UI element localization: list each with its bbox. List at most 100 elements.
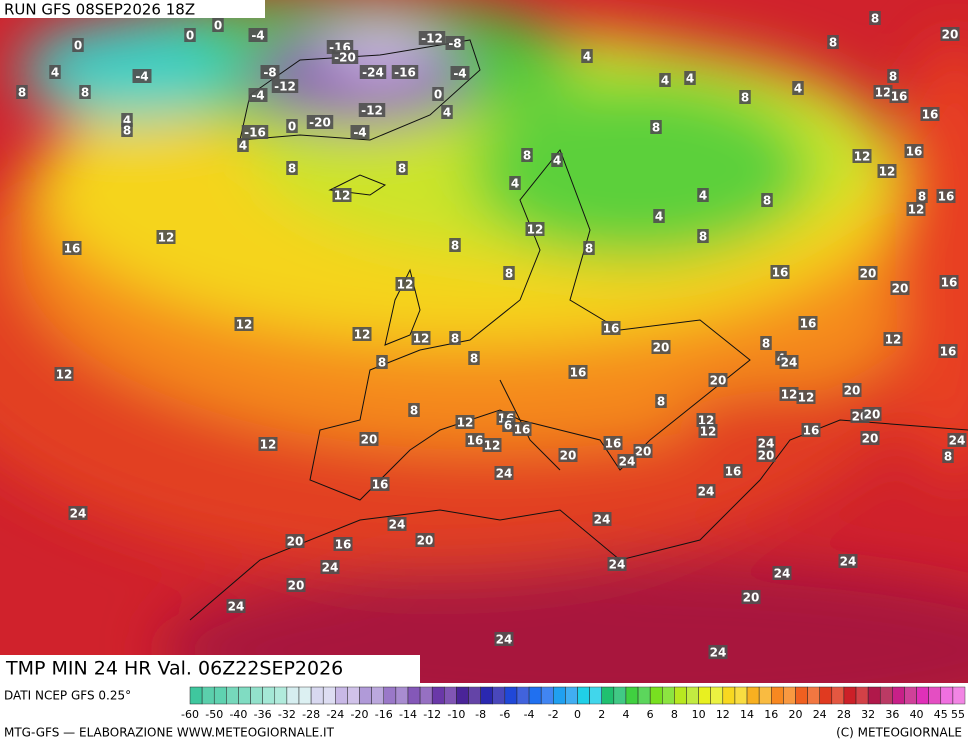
label-box [482, 438, 502, 452]
map-title: TMP MIN 24 HR Val. 06Z22SEP2026 [5, 658, 343, 680]
temperature-label: 12 [798, 391, 815, 405]
colorbar-tick-label: -2 [548, 708, 559, 721]
temperature-label: 12 [781, 388, 798, 402]
temperature-label: 20 [860, 267, 877, 281]
temperature-label: 20 [417, 534, 434, 548]
temperature-label: 4 [553, 154, 561, 168]
label-box [603, 436, 623, 450]
colorbar-tick-label: -28 [302, 708, 320, 721]
label-box [798, 316, 818, 330]
label-box [904, 144, 924, 158]
colorbar-tick-label: 8 [671, 708, 678, 721]
colorbar-half [637, 686, 651, 705]
colorbar-half [855, 686, 869, 705]
label-box [286, 161, 298, 175]
temperature-label: 8 [699, 230, 707, 244]
colorbar-half [528, 686, 542, 705]
temperature-label: -16 [244, 126, 266, 140]
colorbar-half [940, 686, 954, 705]
label-box [568, 365, 588, 379]
temperature-label: 24 [496, 467, 513, 481]
colorbar-tick-label: 12 [716, 708, 730, 721]
temperature-label: 20 [361, 433, 378, 447]
temperature-label: -12 [274, 80, 296, 94]
colorbar-half [456, 686, 469, 705]
colorbar-half [625, 686, 639, 705]
temperature-label: 12 [700, 425, 717, 439]
temperature-label: 0 [186, 29, 194, 43]
label-box [248, 88, 268, 102]
temperature-label: 16 [941, 276, 958, 290]
temperature-label: -8 [448, 37, 461, 51]
colorbar-half [565, 686, 578, 705]
colorbar-half [286, 686, 300, 705]
temperature-label: 4 [443, 106, 451, 120]
colorbar-tick-label: -20 [351, 708, 369, 721]
label-box [408, 403, 420, 417]
credit-left: MTG-GFS — ELABORAZIONE WWW.METEOGIORNALE… [4, 726, 335, 740]
colorbar-tick-label: -32 [278, 708, 296, 721]
temperature-label: 12 [56, 368, 73, 382]
temperature-label: 12 [854, 150, 871, 164]
colorbar-half [722, 686, 736, 705]
label-box [450, 66, 470, 80]
label-box [49, 65, 61, 79]
colorbar-half [553, 686, 566, 705]
temperature-label: -8 [263, 66, 276, 80]
temperature-label: 12 [908, 203, 925, 217]
colorbar-tick-label: 2 [598, 708, 605, 721]
label-box [521, 148, 533, 162]
temperature-label: -24 [362, 66, 384, 80]
label-box [770, 265, 790, 279]
colorbar-half [928, 686, 942, 705]
temperature-label: 16 [800, 317, 817, 331]
temperature-label: -12 [421, 32, 443, 46]
label-box [939, 275, 959, 289]
colorbar-tick-label: -40 [229, 708, 247, 721]
temperature-label: 4 [794, 82, 802, 96]
label-box [938, 344, 958, 358]
label-box [320, 560, 340, 574]
label-box [72, 38, 84, 52]
label-box [651, 340, 671, 354]
label-box [696, 484, 716, 498]
label-box [862, 407, 882, 421]
label-box [659, 73, 671, 87]
colorbar-half [601, 686, 615, 705]
colorbar-half [201, 686, 215, 705]
label-box [916, 189, 928, 203]
colorbar-half [213, 686, 227, 705]
colorbar-half [407, 686, 421, 705]
label-box [271, 79, 299, 93]
temperature-label: 16 [605, 437, 622, 451]
label-box [708, 645, 728, 659]
temperature-label: 8 [657, 395, 665, 409]
temperature-label: 16 [938, 190, 955, 204]
temperature-label: 8 [288, 162, 296, 176]
label-box [698, 424, 718, 438]
colorbar-tick-label: -8 [475, 708, 486, 721]
temperature-label: 12 [413, 332, 430, 346]
temperature-label: 12 [527, 223, 544, 237]
colorbar-half [359, 686, 372, 705]
temperature-label: 8 [81, 86, 89, 100]
label-box [465, 433, 485, 447]
temperature-label: 16 [467, 434, 484, 448]
label-box [184, 28, 196, 42]
colorbar-half [226, 686, 239, 705]
label-box [285, 534, 305, 548]
label-box [415, 533, 435, 547]
temperature-label: 20 [560, 449, 577, 463]
temperature-label: 8 [871, 12, 879, 26]
label-box [306, 115, 334, 129]
label-box [286, 119, 298, 133]
temperature-label: 8 [763, 194, 771, 208]
temperature-label: 16 [372, 478, 389, 492]
colorbar-tick-label: 14 [740, 708, 754, 721]
temperature-label: 24 [594, 513, 611, 527]
temperature-label: 24 [389, 518, 406, 532]
temperature-label: 8 [889, 70, 897, 84]
temperature-label: 24 [710, 646, 727, 660]
colorbar-half [686, 686, 699, 705]
label-box [801, 423, 821, 437]
